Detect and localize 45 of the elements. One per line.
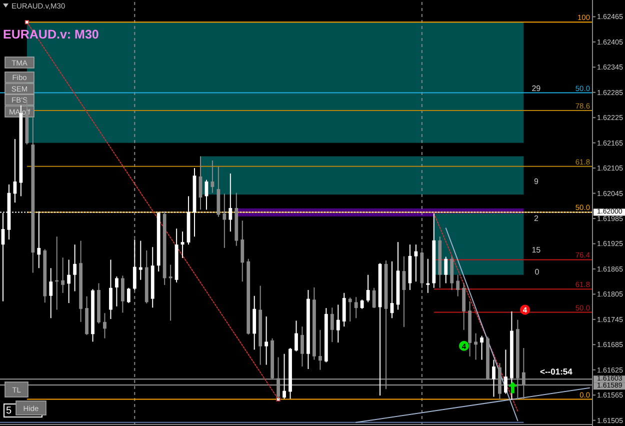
candlestick: [222, 193, 226, 248]
candlestick: [414, 244, 418, 282]
candlestick: [294, 320, 298, 352]
candlestick: [109, 259, 112, 320]
text: EURAUD.v: M30: [3, 28, 99, 42]
candlestick: [330, 307, 334, 343]
candlestick: [492, 359, 496, 398]
band-label: 15: [532, 246, 542, 255]
candlestick: [115, 276, 118, 307]
candlestick: [360, 299, 364, 310]
candlestick: [168, 264, 172, 322]
candlestick: [480, 335, 484, 360]
candlestick: [462, 282, 466, 330]
candlestick: [120, 275, 124, 314]
candlestick: [354, 296, 358, 319]
candlestick: [318, 329, 322, 370]
candlestick: [282, 353, 286, 400]
band-label: 9: [534, 176, 539, 186]
candlestick: [67, 259, 71, 304]
annotation: <--01:54: [540, 366, 573, 376]
candlestick: [366, 274, 370, 303]
candlestick: [300, 326, 304, 367]
candlestick: [49, 268, 53, 319]
annotation: 0: [534, 268, 540, 276]
candlestick: [426, 258, 430, 294]
candlestick: [132, 239, 136, 290]
candlestick: [336, 304, 340, 344]
candlestick: [73, 244, 77, 292]
candlestick: [348, 297, 352, 322]
candlestick: [342, 292, 346, 328]
candlestick: [456, 274, 460, 297]
candlestick: [522, 347, 526, 400]
band-label: 2: [534, 214, 539, 223]
candlestick: [240, 220, 244, 282]
candlestick: [276, 356, 280, 400]
candlestick: [474, 332, 478, 360]
candlestick: [103, 312, 106, 339]
candlestick: [126, 287, 130, 304]
candlestick: [444, 256, 448, 284]
candlestick: [264, 316, 268, 366]
candlestick: [61, 257, 65, 294]
candlestick: [138, 240, 142, 280]
candlestick: [372, 287, 376, 309]
candlestick: [504, 349, 508, 394]
band-label: 29: [532, 84, 542, 94]
